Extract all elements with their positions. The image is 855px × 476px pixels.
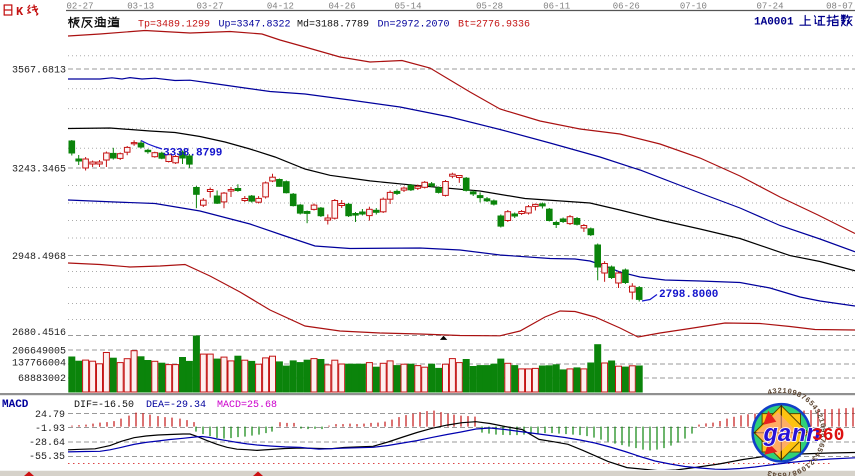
svg-text:2: 2: [814, 413, 823, 421]
svg-text:Tp=3489.1299: Tp=3489.1299: [138, 20, 210, 31]
svg-text:4: 4: [767, 389, 774, 398]
svg-text:MACD=25.68: MACD=25.68: [217, 400, 277, 411]
svg-text:24.79: 24.79: [35, 410, 65, 421]
svg-text:-28.64: -28.64: [29, 438, 65, 449]
svg-text:06-26: 06-26: [613, 2, 640, 12]
svg-text:0: 0: [817, 423, 826, 429]
svg-text:1: 1: [816, 417, 825, 424]
svg-text:6: 6: [816, 442, 825, 449]
svg-text:3: 3: [809, 454, 818, 463]
svg-text:5: 5: [814, 446, 823, 454]
svg-text:02-27: 02-27: [66, 2, 93, 12]
svg-text:2: 2: [777, 388, 782, 396]
svg-text:03-13: 03-13: [127, 2, 154, 12]
svg-text:6: 6: [781, 470, 787, 476]
svg-text:Dn=2972.2070: Dn=2972.2070: [378, 20, 450, 31]
svg-text:2798.8000: 2798.8000: [659, 289, 718, 301]
svg-text:68883002: 68883002: [18, 374, 66, 385]
svg-text:9: 9: [794, 465, 802, 474]
svg-text:Md=3188.7789: Md=3188.7789: [297, 19, 369, 31]
svg-text:7: 7: [817, 437, 826, 443]
svg-text:2948.4968: 2948.4968: [12, 252, 66, 263]
svg-text:360: 360: [812, 426, 844, 446]
svg-text:DIF=-16.50: DIF=-16.50: [74, 400, 134, 411]
svg-text:05-28: 05-28: [476, 2, 503, 12]
svg-text:5: 5: [777, 470, 782, 476]
svg-text:4: 4: [809, 404, 818, 413]
svg-text:-55.35: -55.35: [29, 452, 65, 463]
svg-text:7: 7: [799, 393, 807, 402]
svg-text:9: 9: [818, 428, 826, 433]
svg-text:K: K: [16, 5, 24, 19]
svg-text:Bt=2776.9336: Bt=2776.9336: [458, 20, 530, 31]
svg-text:-1.93: -1.93: [35, 424, 65, 435]
svg-text:1A0001: 1A0001: [754, 17, 794, 29]
svg-text:05-14: 05-14: [394, 2, 421, 12]
svg-text:0: 0: [798, 463, 806, 472]
svg-text:03-27: 03-27: [196, 2, 223, 12]
svg-text:4: 4: [771, 469, 777, 476]
svg-text:Up=3347.8322: Up=3347.8322: [219, 20, 291, 31]
svg-text:4: 4: [812, 450, 821, 458]
svg-text:07-24: 07-24: [756, 2, 783, 12]
svg-text:04-26: 04-26: [328, 2, 355, 12]
svg-text:DEA=-29.34: DEA=-29.34: [146, 400, 206, 411]
svg-text:3: 3: [812, 408, 821, 416]
svg-text:8: 8: [818, 433, 826, 438]
svg-text:206649005: 206649005: [12, 347, 66, 358]
svg-text:3: 3: [772, 388, 778, 397]
svg-text:gann: gann: [763, 422, 821, 449]
svg-text:8: 8: [795, 391, 803, 400]
svg-text:1: 1: [782, 388, 788, 396]
svg-text:06-11: 06-11: [543, 2, 570, 12]
svg-text:0: 0: [786, 388, 792, 397]
svg-text:8: 8: [790, 467, 797, 476]
svg-text:1: 1: [802, 460, 811, 469]
svg-text:04-12: 04-12: [267, 2, 294, 12]
svg-text:6: 6: [803, 396, 812, 405]
svg-text:2680.4516: 2680.4516: [12, 328, 66, 339]
svg-text:MACD: MACD: [2, 399, 29, 411]
svg-text:3338.8799: 3338.8799: [163, 148, 222, 160]
svg-text:07-10: 07-10: [680, 2, 707, 12]
svg-text:5: 5: [806, 400, 815, 409]
svg-text:9: 9: [791, 389, 798, 398]
svg-text:08-07: 08-07: [826, 2, 853, 12]
svg-text:3: 3: [766, 468, 773, 476]
svg-text:3243.3465: 3243.3465: [12, 165, 66, 176]
svg-text:137766004: 137766004: [12, 359, 66, 370]
svg-text:3567.6813: 3567.6813: [12, 66, 66, 77]
svg-text:7: 7: [786, 469, 792, 476]
svg-text:2: 2: [806, 457, 815, 466]
